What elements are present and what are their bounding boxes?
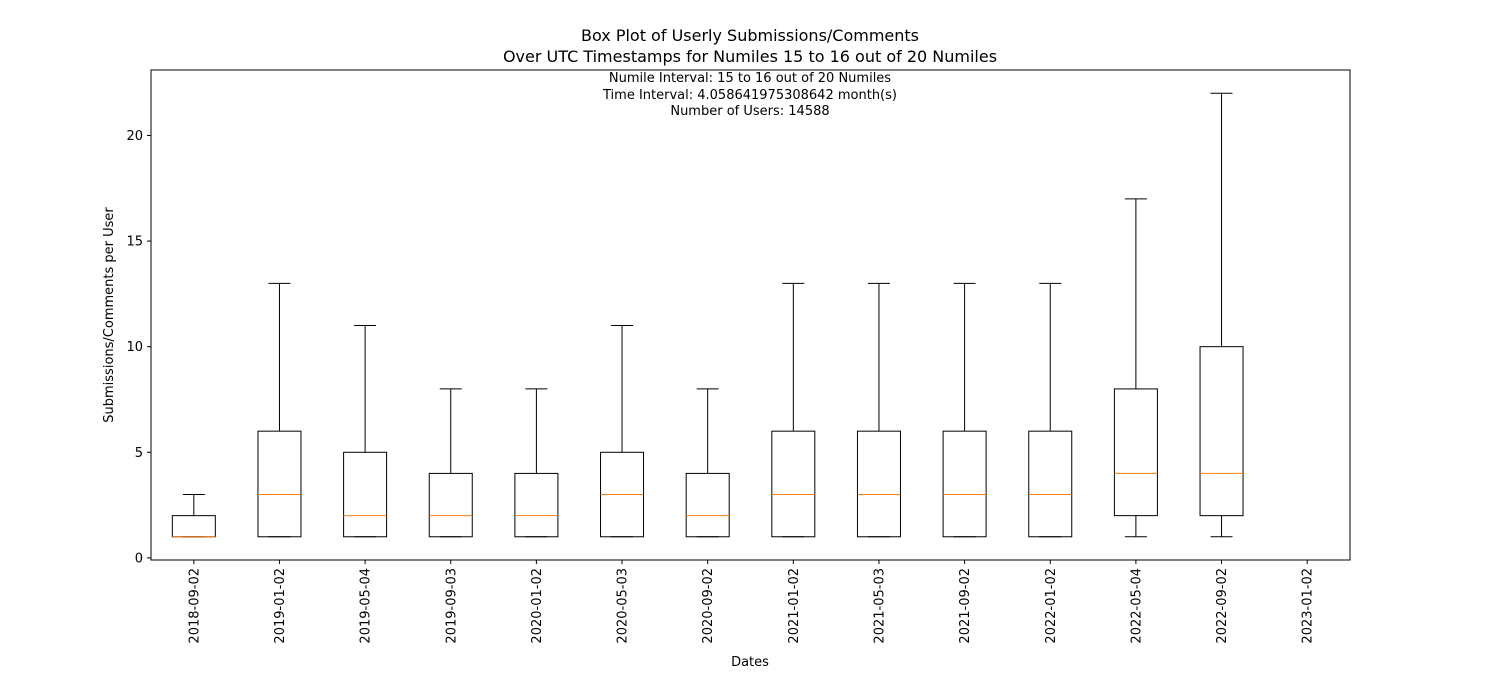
x-tick-label: 2021-09-02 (958, 568, 973, 644)
x-tick-label: 2021-05-03 (872, 568, 887, 644)
box-body (856, 430, 901, 538)
chart-title: Box Plot of Userly Submissions/Comments (581, 26, 919, 45)
box-body (171, 515, 216, 538)
x-axis-ticks: 2018-09-02 2019-01-02 2019-05-04 2019-09-03… (187, 560, 1316, 644)
y-tick-label: 5 (135, 446, 143, 461)
box-2020-05-03 (600, 325, 645, 538)
box-2018-09-02 (171, 494, 216, 538)
box-2020-09-02 (685, 388, 730, 538)
box-body (343, 451, 388, 538)
box-2021-09-02 (942, 282, 987, 538)
x-tick-label: 2022-05-04 (1129, 568, 1144, 644)
annotation-numile-interval: Numile Interval: 15 to 16 out of 20 Numi… (609, 71, 891, 86)
y-axis-ticks: 0 5 10 15 20 (126, 129, 151, 566)
plot-area-frame (150, 69, 1351, 561)
x-tick-label: 2020-05-03 (616, 568, 631, 644)
box-2019-05-04 (343, 325, 388, 538)
y-tick-label: 10 (126, 340, 143, 355)
box-body (685, 472, 730, 538)
box-body (942, 430, 987, 538)
x-tick-label: 2019-01-02 (273, 568, 288, 644)
annotation-number-of-users: Number of Users: 14588 (670, 104, 829, 119)
box-body (514, 472, 559, 538)
x-tick-label: 2019-09-03 (444, 568, 459, 644)
box-body (1113, 388, 1158, 517)
x-tick-label: 2018-09-02 (187, 568, 202, 644)
x-tick-label: 2019-05-04 (359, 568, 374, 644)
box-2022-09-02 (1199, 92, 1244, 538)
y-tick-label: 15 (126, 235, 143, 250)
chart-subtitle: Over UTC Timestamps for Numiles 15 to 16… (503, 47, 997, 66)
box-body (257, 430, 302, 538)
x-tick-label: 2020-01-02 (530, 568, 545, 644)
y-tick-label: 20 (126, 129, 143, 144)
x-tick-label: 2021-01-02 (787, 568, 802, 644)
box-2020-01-02 (514, 388, 559, 538)
box-2019-01-02 (257, 282, 302, 538)
box-body (771, 430, 816, 538)
y-tick-label: 0 (135, 551, 143, 566)
x-tick-label: 2020-09-02 (701, 568, 716, 644)
box-body (1028, 430, 1073, 538)
y-axis-label: Submissions/Comments per User (102, 207, 117, 423)
x-tick-label: 2023-01-02 (1301, 568, 1316, 644)
box-2021-05-03 (856, 282, 901, 538)
x-axis-label: Dates (731, 655, 769, 670)
annotation-time-interval: Time Interval: 4.058641975308642 month(s… (602, 88, 897, 103)
box-2022-01-02 (1028, 282, 1073, 538)
box-2021-01-02 (771, 282, 816, 538)
x-tick-label: 2022-01-02 (1044, 568, 1059, 644)
box-body (1199, 346, 1244, 517)
plot-marks (171, 92, 1244, 538)
x-tick-label: 2022-09-02 (1215, 568, 1230, 644)
box-2019-09-03 (428, 388, 473, 538)
box-body (428, 472, 473, 538)
box-2022-05-04 (1113, 198, 1158, 538)
